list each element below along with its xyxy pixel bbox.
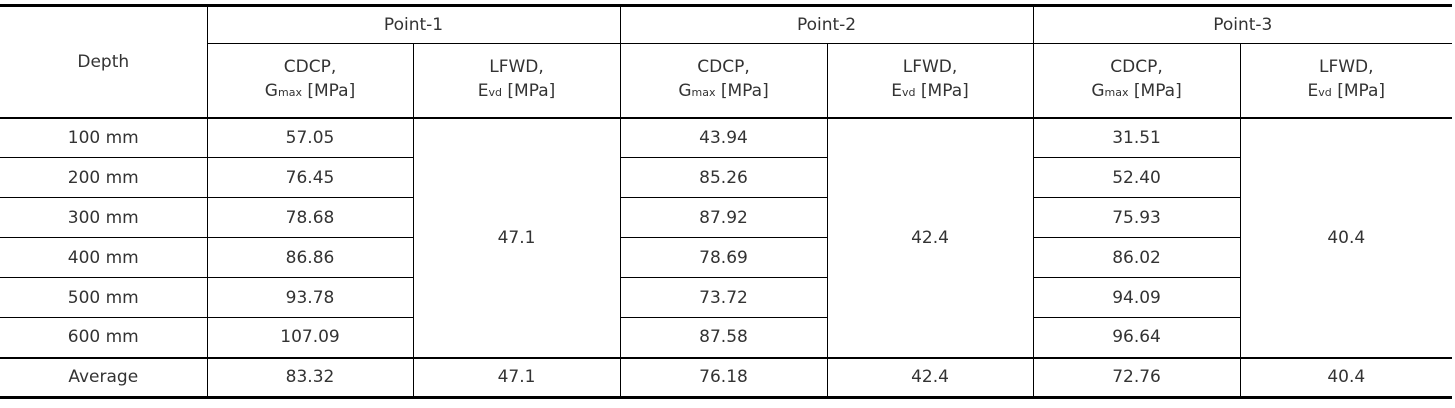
unit: [MPa] — [507, 81, 556, 102]
depth-cell: 100 mm — [0, 117, 208, 158]
value-cell: 78.69 — [619, 237, 828, 278]
value-cell: 40.4 — [1239, 117, 1453, 358]
header-cell: LFWD, Evd [MPa] — [412, 43, 621, 119]
value-cell: 76.45 — [206, 157, 414, 198]
table-row: 300 mm 78.68 87.92 75.93 — [0, 197, 1452, 238]
depth-cell: 400 mm — [0, 237, 208, 278]
unit: [MPa] — [1337, 81, 1386, 102]
subscript: vd — [1318, 86, 1332, 100]
symbol: G — [678, 81, 692, 102]
subscript: vd — [488, 86, 503, 100]
symbol: G — [264, 81, 278, 102]
value-cell: 52.40 — [1032, 157, 1241, 198]
value-cell: 73.72 — [619, 277, 828, 318]
value-cell: 75.93 — [1032, 197, 1241, 238]
unit: [MPa] — [1133, 81, 1182, 102]
column-unit: Gmax [MPa] — [208, 79, 413, 105]
value-cell: 42.4 — [826, 117, 1034, 358]
value-cell: 47.1 — [412, 117, 621, 358]
depth-cell: 500 mm — [0, 277, 208, 318]
header-cell: Point-3 — [1032, 4, 1453, 44]
value-cell: 86.86 — [206, 237, 414, 278]
subscript: vd — [902, 86, 916, 100]
column-unit: Gmax [MPa] — [621, 79, 827, 105]
value-cell: 96.64 — [1032, 317, 1241, 358]
column-unit: Evd [MPa] — [1241, 79, 1453, 105]
header-cell: Point-1 — [206, 4, 621, 44]
depth-cell: 600 mm — [0, 317, 208, 358]
table-row: 400 mm 86.86 78.69 86.02 — [0, 237, 1452, 278]
header-cell: LFWD, Evd [MPa] — [826, 43, 1034, 119]
header-cell: Point-2 — [619, 4, 1034, 44]
value-cell: 83.32 — [206, 356, 414, 399]
symbol: E — [477, 81, 489, 102]
column-unit: Evd [MPa] — [414, 79, 620, 105]
header-cell: Depth — [0, 4, 208, 119]
unit: [MPa] — [920, 81, 969, 102]
average-label: Average — [0, 356, 208, 399]
value-cell: 87.58 — [619, 317, 828, 358]
header-cell: CDCP, Gmax [MPa] — [1032, 43, 1241, 119]
subscript: max — [691, 86, 716, 100]
subscript: max — [277, 86, 302, 100]
table-row: Depth Point-1 Point-2 Point-3 — [0, 4, 1453, 119]
value-cell: 94.09 — [1032, 277, 1241, 318]
value-cell: 43.94 — [619, 117, 828, 158]
value-cell: 57.05 — [206, 117, 414, 158]
column-name: LFWD, — [489, 57, 544, 78]
results-table: Depth Point-1 Point-2 Point-3 CDCP, Gmax [MPa… — [0, 4, 1453, 399]
subscript: max — [1104, 86, 1129, 100]
table-row: Average 83.32 47.1 76.18 42.4 72.76 40.4 — [0, 356, 1453, 399]
value-cell: 78.68 — [206, 197, 414, 238]
value-cell: 87.92 — [619, 197, 828, 238]
depth-cell: 200 mm — [0, 157, 208, 198]
value-cell: 76.18 — [619, 356, 828, 399]
symbol: E — [891, 81, 903, 102]
value-cell: 42.4 — [826, 356, 1034, 399]
table-row: 600 mm 107.09 87.58 96.64 — [0, 317, 1452, 358]
table-row: 200 mm 76.45 85.26 52.40 — [0, 157, 1452, 198]
column-name: CDCP, — [697, 57, 750, 78]
header-cell: CDCP, Gmax [MPa] — [619, 43, 828, 119]
value-cell: 47.1 — [412, 356, 621, 399]
unit: [MPa] — [307, 81, 356, 102]
value-cell: 93.78 — [206, 277, 414, 318]
table-row: 100 mm 57.05 47.1 43.94 42.4 31.51 40.4 — [0, 117, 1453, 358]
column-name: LFWD, — [902, 57, 958, 78]
symbol: E — [1307, 81, 1319, 102]
column-unit: Gmax [MPa] — [1034, 79, 1240, 105]
value-cell: 86.02 — [1032, 237, 1241, 278]
value-cell: 72.76 — [1032, 356, 1241, 399]
value-cell: 107.09 — [206, 317, 414, 358]
column-unit: Evd [MPa] — [828, 79, 1033, 105]
unit: [MPa] — [720, 81, 769, 102]
column-name: CDCP, — [283, 57, 337, 78]
column-name: CDCP, — [1110, 57, 1163, 78]
column-name: LFWD, — [1319, 57, 1374, 78]
depth-cell: 300 mm — [0, 197, 208, 238]
page: Depth Point-1 Point-2 Point-3 CDCP, Gmax [MPa… — [0, 4, 1453, 399]
table-row: 500 mm 93.78 73.72 94.09 — [0, 277, 1452, 318]
header-cell: LFWD, Evd [MPa] — [1239, 43, 1453, 119]
table-row: CDCP, Gmax [MPa] LFWD, Evd [MPa] CDCP, Gmax [… — [0, 43, 1453, 119]
value-cell: 85.26 — [619, 157, 828, 198]
value-cell: 31.51 — [1032, 117, 1241, 158]
value-cell: 40.4 — [1239, 356, 1453, 399]
header-cell: CDCP, Gmax [MPa] — [207, 43, 414, 119]
symbol: G — [1091, 81, 1105, 102]
